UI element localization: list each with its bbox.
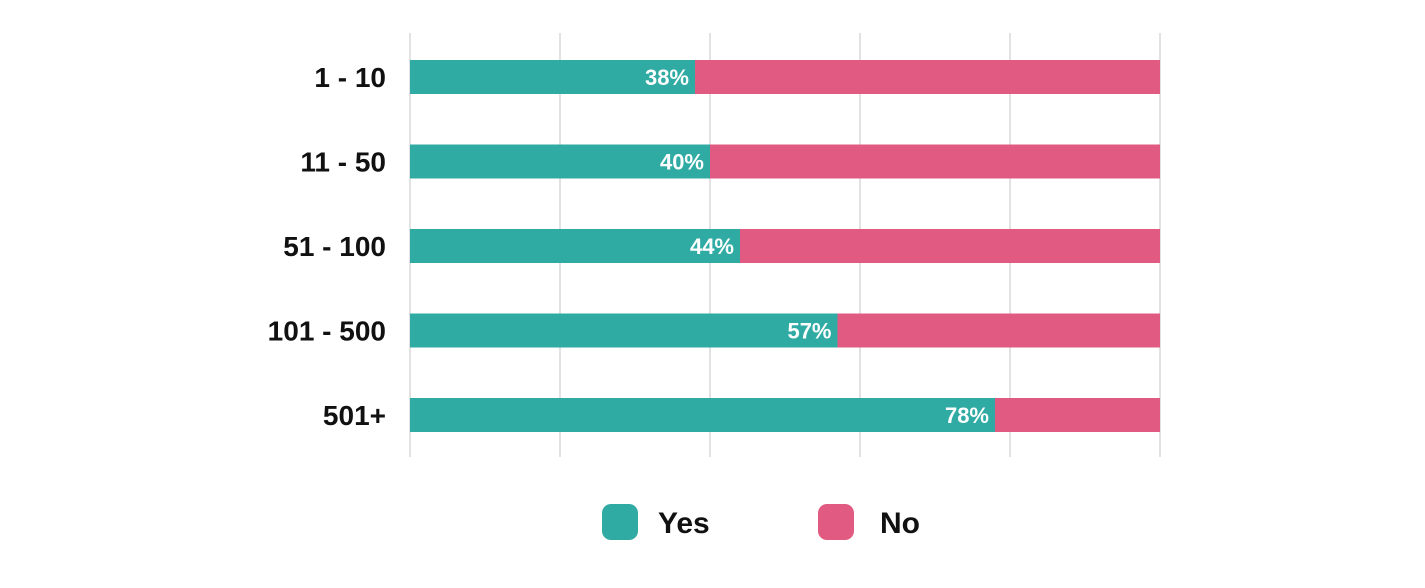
data-label: 38% bbox=[645, 65, 689, 90]
legend-label-no: No bbox=[880, 507, 920, 540]
bar-no bbox=[695, 60, 1160, 94]
category-label: 101 - 500 bbox=[268, 316, 386, 347]
legend-swatch-yes bbox=[602, 504, 638, 540]
data-label: 44% bbox=[690, 234, 734, 259]
data-labels: 38% 40% 44% 57% 78% bbox=[645, 65, 989, 428]
data-label: 78% bbox=[945, 403, 989, 428]
bar-no bbox=[740, 229, 1160, 263]
bar-yes bbox=[410, 229, 740, 263]
legend: Yes No bbox=[602, 504, 920, 540]
legend-label-yes: Yes bbox=[658, 507, 710, 540]
data-label: 57% bbox=[787, 319, 831, 344]
bars bbox=[410, 60, 1160, 432]
bar-yes bbox=[410, 313, 838, 348]
bar-no bbox=[837, 313, 1160, 348]
category-label: 51 - 100 bbox=[283, 231, 386, 262]
bar-no bbox=[995, 398, 1160, 432]
category-label: 501+ bbox=[323, 400, 386, 431]
category-label: 1 - 10 bbox=[314, 62, 386, 93]
category-label: 11 - 50 bbox=[300, 147, 386, 178]
data-label: 40% bbox=[660, 150, 704, 175]
bar-yes bbox=[410, 398, 995, 432]
bar-yes bbox=[410, 144, 710, 179]
bar-yes bbox=[410, 60, 695, 94]
bar-no bbox=[710, 144, 1160, 179]
legend-swatch-no bbox=[818, 504, 854, 540]
category-labels: 1 - 10 11 - 50 51 - 100 101 - 500 501+ bbox=[268, 62, 386, 431]
